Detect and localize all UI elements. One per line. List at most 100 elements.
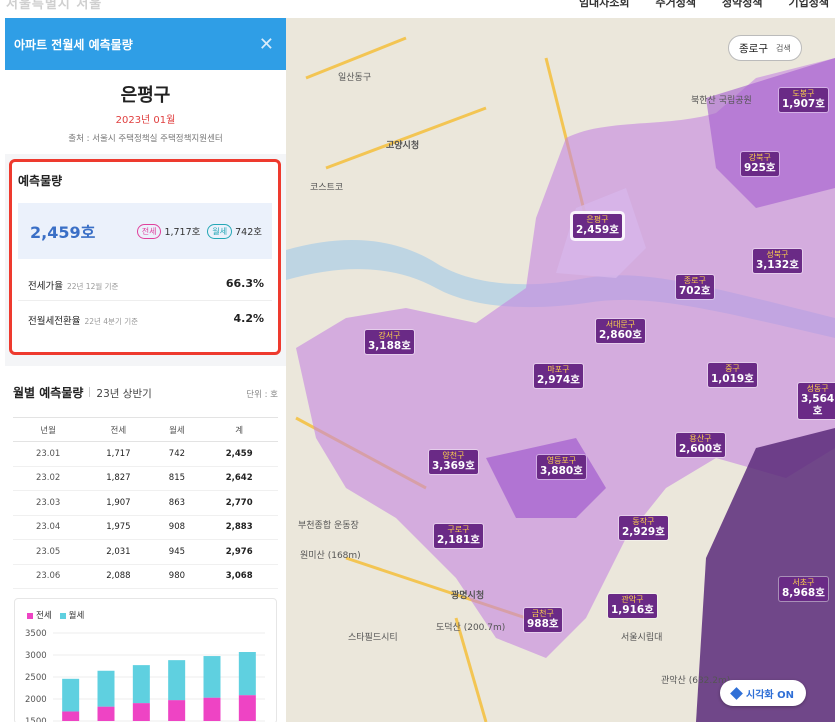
close-icon[interactable]: ✕ xyxy=(258,33,274,55)
bar-wolse xyxy=(168,660,186,701)
cell-jeonse: 1,827 xyxy=(83,466,154,491)
bar-wolse xyxy=(238,652,256,696)
panel-title: 아파트 전월세 예측물량 xyxy=(14,37,133,52)
column-header: 월세 xyxy=(153,417,201,442)
cell-total: 2,642 xyxy=(200,466,278,491)
district-badge[interactable]: 양천구 3,369호 xyxy=(429,450,478,475)
y-tick-label: 3000 xyxy=(25,651,47,661)
map-place-label: 광명시청 xyxy=(451,591,485,601)
layers-icon xyxy=(730,686,743,700)
search-button[interactable]: 검색 xyxy=(775,43,791,53)
column-header: 계 xyxy=(200,417,278,442)
district-badge[interactable]: 동작구 2,929호 xyxy=(619,516,668,541)
badge-value: 2,974호 xyxy=(537,374,580,387)
rate-sub: 22년 12월 기준 xyxy=(66,282,119,291)
seoul-map[interactable]: 일산동구 고양시청 북한산 국립공원 광명시청 스타필드시티 도덕산 (200.… xyxy=(286,18,835,722)
district-badge[interactable]: 금천구 988호 xyxy=(524,608,562,633)
jeonse-value: 1,717호 xyxy=(164,227,201,238)
source-note: 출처 : 서울시 주택정책실 주택정책지원센터 xyxy=(68,134,223,144)
badge-name: 중구 xyxy=(725,364,740,373)
badge-name: 은평구 xyxy=(586,215,609,224)
wolse-value: 742호 xyxy=(235,227,262,238)
cell-month: 23.02 xyxy=(13,466,84,491)
district-badge[interactable]: 영등포구 3,880호 xyxy=(537,455,586,480)
rate-sub: 22년 4분기 기준 xyxy=(84,316,139,326)
monthly-table: 년월 전세 월세 계 23.01 1,717 742 2,459 23.02 xyxy=(13,417,278,589)
district-name: 은평구 xyxy=(120,85,171,106)
district-badge[interactable]: 도봉구 1,907호 xyxy=(779,88,828,113)
badge-name: 구로구 xyxy=(447,525,470,534)
district-badge[interactable]: 관악구 1,916호 xyxy=(608,594,657,619)
rate-list: 전세가율 22년 12월 기준 66.3% 전월세전환율 22년 4분기 기준 4.… xyxy=(18,267,272,335)
map-place-label: 코스트코 xyxy=(310,183,344,193)
forecast-card: 예측물량 2,459호 전세 1,717호 월세 742호 전세가율 22년 12… xyxy=(9,159,281,355)
district-badge[interactable]: 강북구 925호 xyxy=(741,152,779,177)
legend-item-jeonse: 전세 xyxy=(27,609,52,621)
badge-name: 종로구 xyxy=(683,276,706,285)
badge-value: 2,181호 xyxy=(437,534,480,547)
district-badge[interactable]: 종로구 702호 xyxy=(676,275,714,300)
legend-label: 전세 xyxy=(36,611,52,621)
y-tick-label: 3500 xyxy=(25,629,47,639)
badge-name: 동작구 xyxy=(632,517,655,526)
cell-month: 23.04 xyxy=(13,515,84,540)
monthly-forecast: 월별 예측물량 23년 상반기 단위 : 호 년월 전세 월세 계 23.01 xyxy=(5,366,286,722)
bar-wolse xyxy=(62,678,80,712)
badge-name: 양천구 xyxy=(442,451,465,460)
map-place-label: 부천종합 운동장 xyxy=(298,521,359,531)
forecast-total-box: 2,459호 전세 1,717호 월세 742호 xyxy=(18,203,272,259)
rate-row-conversion: 전월세전환율 22년 4분기 기준 4.2% xyxy=(18,301,272,335)
district-badge[interactable]: 성동구 3,564호 xyxy=(798,383,835,420)
bar-jeonse xyxy=(203,697,221,721)
legend-label: 월세 xyxy=(68,611,85,621)
y-tick-label: 2500 xyxy=(25,673,47,683)
district-shape-dark xyxy=(696,428,835,722)
bar-wolse xyxy=(97,670,115,707)
cell-jeonse: 1,975 xyxy=(83,515,154,540)
district-badge[interactable]: 서초구 8,968호 xyxy=(779,577,828,602)
rate-label: 전월세전환율 xyxy=(28,315,81,327)
search-value: 종로구 xyxy=(739,42,768,55)
badge-value: 3,880호 xyxy=(540,465,583,478)
badge-value: 2,459호 xyxy=(576,224,619,237)
badge-name: 성동구 xyxy=(806,384,829,393)
map-place-label: 일산동구 xyxy=(338,73,372,83)
district-badge[interactable]: 마포구 2,974호 xyxy=(534,364,583,389)
district-badge[interactable]: 강서구 3,188호 xyxy=(365,330,414,355)
nav-item[interactable]: 주거정책 xyxy=(655,0,697,9)
bar-jeonse xyxy=(97,706,115,721)
nav-item[interactable]: 기업정책 xyxy=(788,0,829,9)
badge-value: 702호 xyxy=(679,285,711,298)
badge-name: 강서구 xyxy=(378,331,401,340)
bar-wolse xyxy=(203,656,221,698)
table-row: 23.06 2,088 980 3,068 xyxy=(13,564,278,589)
table-row: 23.01 1,717 742 2,459 xyxy=(13,441,278,467)
cell-month: 23.03 xyxy=(13,490,84,516)
badge-value: 1,907호 xyxy=(782,98,825,111)
badge-name: 서초구 xyxy=(792,578,815,587)
cell-jeonse: 2,088 xyxy=(83,564,154,589)
column-header: 년월 xyxy=(13,417,84,442)
visualize-toggle-button[interactable]: 시각화 ON xyxy=(720,680,806,706)
legend-item-wolse: 월세 xyxy=(59,609,85,621)
map-place-label: 도덕산 (200.7m) xyxy=(436,623,506,633)
top-nav: 임대차조회 주거정책 청약정책 기업정책 xyxy=(579,0,829,10)
table-row: 23.02 1,827 815 2,642 xyxy=(13,466,278,491)
district-badge[interactable]: 용산구 2,600호 xyxy=(676,433,725,458)
district-badge[interactable]: 중구 1,019호 xyxy=(708,363,757,388)
district-badge-selected[interactable]: 은평구 2,459호 xyxy=(573,214,622,239)
district-badge[interactable]: 서대문구 2,860호 xyxy=(596,319,645,344)
district-badge[interactable]: 구로구 2,181호 xyxy=(434,524,483,549)
badge-name: 서대문구 xyxy=(605,320,636,329)
table-row: 23.05 2,031 945 2,976 xyxy=(13,539,278,565)
district-badge[interactable]: 성북구 3,132호 xyxy=(753,249,802,274)
district-search[interactable]: 종로구 검색 xyxy=(728,35,802,61)
nav-item[interactable]: 청약정책 xyxy=(722,0,763,9)
cell-wolse: 815 xyxy=(153,466,201,491)
visualize-label: 시각화 ON xyxy=(746,689,794,701)
seoul-districts-fill xyxy=(296,58,835,658)
rate-value: 66.3% xyxy=(225,277,264,290)
nav-item[interactable]: 임대차조회 xyxy=(578,0,630,9)
panel-header: 아파트 전월세 예측물량 ✕ xyxy=(5,18,286,70)
badge-name: 성북구 xyxy=(766,250,789,259)
